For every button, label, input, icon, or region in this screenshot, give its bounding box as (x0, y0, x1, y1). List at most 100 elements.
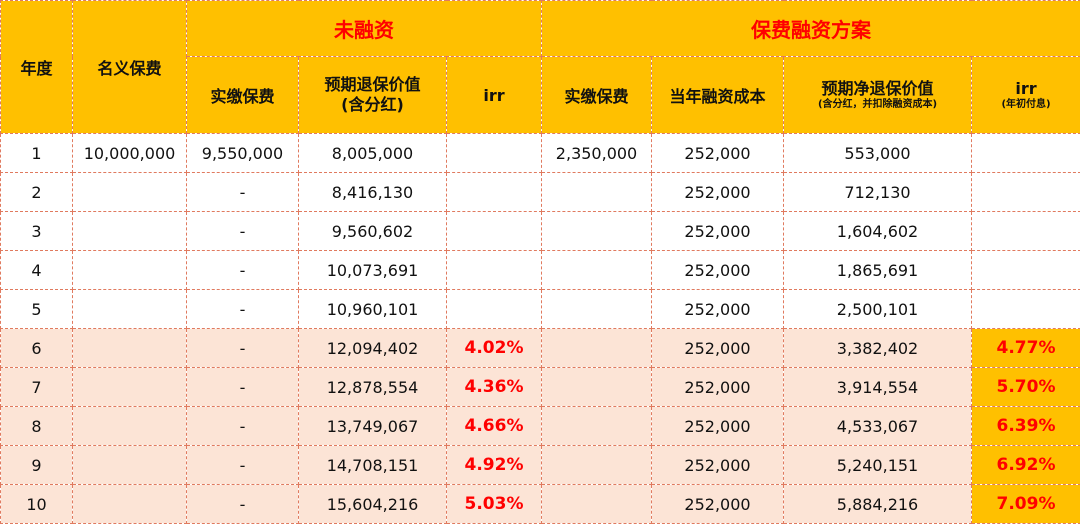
col-net-surrender-header: 预期净退保价值 (含分红，并扣除融资成本) (783, 56, 973, 134)
expected-surrender-cell: 12,094,402 (298, 328, 447, 368)
actual-premium-cell: - (186, 328, 299, 368)
nominal-premium-cell (72, 484, 187, 524)
year-cell: 8 (0, 406, 73, 446)
irr2-cell (971, 250, 1080, 290)
annual-cost-cell: 252,000 (651, 406, 785, 446)
expected-surrender-title: 预期退保价值 (324, 75, 421, 94)
table-row: 10 -15,604,216 5.03% 252,000 5,884,216 7.09% (0, 484, 1080, 524)
net-surrender-cell: 1,604,602 (783, 211, 973, 251)
irr-cell (445, 172, 543, 212)
irr2-title: irr (1015, 79, 1037, 98)
year-cell: 3 (0, 211, 73, 251)
irr-cell: 5.03% (445, 484, 543, 524)
col-actual-premium-header: 实缴保费 (186, 56, 299, 134)
actual-premium-cell: - (186, 289, 299, 329)
actual-premium2-cell: 2,350,000 (541, 133, 653, 173)
irr-cell (445, 211, 543, 251)
annual-cost-cell: 252,000 (651, 172, 785, 212)
net-surrender-cell: 2,500,101 (783, 289, 973, 329)
col-irr2-header: irr (年初付息) (971, 56, 1080, 134)
actual-premium2-cell (541, 484, 653, 524)
expected-surrender-cell: 13,749,067 (298, 406, 447, 446)
actual-premium-cell: 9,550,000 (186, 133, 299, 173)
irr2-cell (971, 211, 1080, 251)
net-surrender-cell: 553,000 (783, 133, 973, 173)
expected-surrender-cell: 10,960,101 (298, 289, 447, 329)
year-cell: 2 (0, 172, 73, 212)
annual-cost-cell: 252,000 (651, 250, 785, 290)
table-row: 1 10,000,000 9,550,000 8,005,000 2,350,000 25… (0, 133, 1080, 173)
annual-cost-cell: 252,000 (651, 445, 785, 485)
year-cell: 4 (0, 250, 73, 290)
actual-premium2-cell (541, 172, 653, 212)
irr2-cell: 5.70% (971, 367, 1080, 407)
annual-cost-cell: 252,000 (651, 211, 785, 251)
net-surrender-cell: 5,240,151 (783, 445, 973, 485)
net-surrender-cell: 3,382,402 (783, 328, 973, 368)
actual-premium2-cell (541, 367, 653, 407)
table-row: 4 -10,073,691 252,000 1,865,691 (0, 250, 1080, 290)
net-surrender-cell: 712,130 (783, 172, 973, 212)
net-surrender-title: 预期净退保价值 (821, 79, 934, 98)
expected-surrender-cell: 15,604,216 (298, 484, 447, 524)
annual-cost-cell: 252,000 (651, 367, 785, 407)
nominal-premium-cell (72, 367, 187, 407)
nominal-premium-cell (72, 172, 187, 212)
annual-cost-cell: 252,000 (651, 133, 785, 173)
expected-surrender-cell: 10,073,691 (298, 250, 447, 290)
nominal-premium-cell: 10,000,000 (72, 133, 187, 173)
col-annual-cost-header: 当年融资成本 (651, 56, 785, 134)
irr2-cell: 6.39% (971, 406, 1080, 446)
actual-premium-cell: - (186, 445, 299, 485)
header-row-1: 年度 名义保费 未融资 保费融资方案 (0, 0, 1080, 134)
annual-cost-cell: 252,000 (651, 328, 785, 368)
irr2-cell: 6.92% (971, 445, 1080, 485)
actual-premium-cell: - (186, 406, 299, 446)
table-row: 8 -13,749,067 4.66% 252,000 4,533,067 6.39% (0, 406, 1080, 446)
irr2-cell: 7.09% (971, 484, 1080, 524)
annual-cost-cell: 252,000 (651, 289, 785, 329)
col-actual-premium2-header: 实缴保费 (541, 56, 653, 134)
expected-surrender-cell: 9,560,602 (298, 211, 447, 251)
table-body: 1 10,000,000 9,550,000 8,005,000 2,350,000 25… (0, 133, 1080, 524)
col-year-header: 年度 (0, 0, 73, 134)
expected-surrender-cell: 14,708,151 (298, 445, 447, 485)
table-row: 2 -8,416,130 252,000 712,130 (0, 172, 1080, 212)
actual-premium2-cell (541, 289, 653, 329)
irr-cell: 4.66% (445, 406, 543, 446)
year-cell: 7 (0, 367, 73, 407)
nominal-premium-cell (72, 211, 187, 251)
group-no-financing-header: 未融资 (185, 0, 543, 57)
year-cell: 6 (0, 328, 73, 368)
irr-cell: 4.92% (445, 445, 543, 485)
col-irr-header: irr (445, 56, 543, 134)
actual-premium-cell: - (186, 211, 299, 251)
irr-cell (445, 133, 543, 173)
actual-premium-cell: - (186, 367, 299, 407)
col-expected-surrender-header: 预期退保价值 (含分红) (298, 56, 447, 134)
irr-cell: 4.36% (445, 367, 543, 407)
nominal-premium-cell (72, 328, 187, 368)
table-row: 6 -12,094,402 4.02% 252,000 3,382,402 4.77% (0, 328, 1080, 368)
irr-cell (445, 289, 543, 329)
actual-premium2-cell (541, 250, 653, 290)
irr2-cell (971, 172, 1080, 212)
header-row-2: 实缴保费 预期退保价值 (含分红) irr 实缴保费 当年融资成本 预期净退保价… (1, 56, 1080, 134)
year-cell: 5 (0, 289, 73, 329)
year-cell: 1 (0, 133, 73, 173)
table-row: 7 -12,878,554 4.36% 252,000 3,914,554 5.70% (0, 367, 1080, 407)
col-nominal-premium-header: 名义保费 (72, 0, 187, 134)
expected-surrender-cell: 8,005,000 (298, 133, 447, 173)
actual-premium-cell: - (186, 172, 299, 212)
table-row: 5 -10,960,101 252,000 2,500,101 (0, 289, 1080, 329)
irr2-cell (971, 133, 1080, 173)
irr-cell (445, 250, 543, 290)
expected-surrender-note: (含分红) (341, 95, 404, 114)
irr2-cell (971, 289, 1080, 329)
nominal-premium-cell (72, 250, 187, 290)
irr-cell: 4.02% (445, 328, 543, 368)
nominal-premium-cell (72, 406, 187, 446)
expected-surrender-cell: 12,878,554 (298, 367, 447, 407)
net-surrender-cell: 5,884,216 (783, 484, 973, 524)
